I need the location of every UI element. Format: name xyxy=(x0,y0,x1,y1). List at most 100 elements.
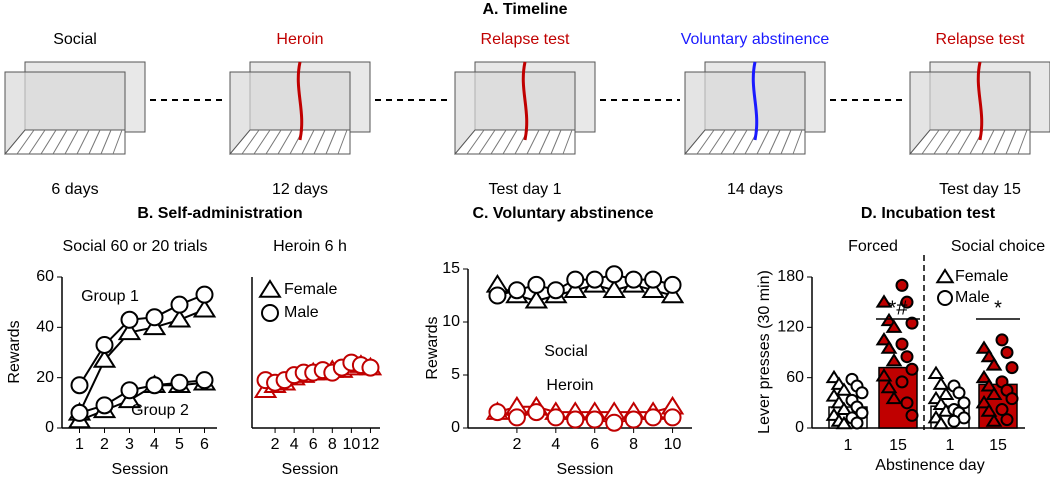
marker-circle xyxy=(605,413,624,432)
floor-bar xyxy=(768,129,781,155)
marker-circle xyxy=(527,275,546,294)
floor-bar xyxy=(325,129,337,155)
marker-triangle xyxy=(880,379,898,394)
tube xyxy=(751,61,759,141)
y-tick-label: 0 xyxy=(45,419,54,436)
stage-label: Social xyxy=(53,31,97,48)
floor-bar xyxy=(993,129,1006,155)
marker-circle xyxy=(170,373,189,392)
marker-circle xyxy=(566,270,585,289)
marker-circle xyxy=(70,403,89,422)
x-tick-label: 15 xyxy=(989,437,1007,454)
marker-circle xyxy=(566,410,585,429)
x-tick-label: 10 xyxy=(664,436,682,453)
floor-bar xyxy=(241,129,260,155)
marker-circle xyxy=(488,286,507,305)
y-tick-label: 0 xyxy=(795,419,804,436)
marker-triangle xyxy=(835,401,853,416)
stage-duration: 12 days xyxy=(272,181,328,198)
y-axis-label: Rewards xyxy=(6,320,23,383)
marker-triangle xyxy=(932,376,950,390)
series-label: Social xyxy=(544,343,588,360)
marker-circle xyxy=(663,275,682,294)
x-tick-label: 5 xyxy=(175,436,184,453)
floor-bar xyxy=(466,129,485,155)
series-line xyxy=(497,411,673,424)
x-axis-label: Session xyxy=(112,461,169,478)
group-label: Forced xyxy=(848,238,898,255)
marker-triangle xyxy=(980,378,998,392)
x-tick-label: 2 xyxy=(512,436,521,453)
stage-label: Relapse test xyxy=(936,31,1025,48)
marker-circle xyxy=(937,290,953,306)
marker-triangle xyxy=(602,279,626,298)
marker-circle xyxy=(947,414,961,428)
marker-triangle xyxy=(937,386,955,400)
legend-label: Male xyxy=(284,304,319,321)
y-tick-label: 20 xyxy=(36,369,54,386)
chamber-floor xyxy=(3,129,126,155)
floor-bar xyxy=(313,129,326,155)
marker-circle xyxy=(145,308,164,327)
series-line xyxy=(497,273,673,297)
marker-triangle xyxy=(660,284,685,304)
y-tick-label: 60 xyxy=(36,268,54,285)
marker-circle xyxy=(1005,392,1019,406)
marker-circle xyxy=(644,270,663,289)
stage-label: Voluntary abstinence xyxy=(681,31,830,48)
chamber-floor xyxy=(453,129,576,155)
y-tick-label: 60 xyxy=(786,369,804,386)
floor-bar xyxy=(1005,129,1017,155)
y-tick-label: 5 xyxy=(451,366,460,383)
floor-bar xyxy=(502,129,518,155)
marker-triangle xyxy=(980,348,998,363)
floor-bar xyxy=(253,129,271,155)
marker-circle xyxy=(585,270,604,289)
floor-bar xyxy=(945,129,962,155)
x-tick-label: 4 xyxy=(551,436,560,453)
floor-bar xyxy=(478,129,496,155)
floor-bar xyxy=(708,129,726,155)
y-tick-label: 40 xyxy=(36,319,54,336)
x-tick-label: 1 xyxy=(844,437,853,454)
floor-bar xyxy=(756,129,770,155)
marker-triangle xyxy=(975,394,993,409)
marker-triangle xyxy=(875,368,893,382)
x-tick-label: 1 xyxy=(946,437,955,454)
floor-bar xyxy=(40,129,57,155)
y-tick-label: 10 xyxy=(442,313,460,330)
marker-triangle xyxy=(835,415,853,430)
marker-circle xyxy=(905,362,919,376)
marker-circle xyxy=(507,281,526,300)
marker-circle xyxy=(644,408,663,427)
marker-triangle xyxy=(985,357,1003,371)
marker-triangle xyxy=(875,294,893,308)
group-label: Social choice xyxy=(951,238,1045,255)
marker-circle xyxy=(195,371,214,390)
x-tick-label: 3 xyxy=(125,436,134,453)
marker-triangle xyxy=(641,279,665,298)
x-tick-label: 6 xyxy=(200,436,209,453)
x-tick-label: 8 xyxy=(629,436,638,453)
marker-triangle xyxy=(524,289,549,309)
marker-triangle xyxy=(192,298,217,318)
x-tick-label: 1 xyxy=(75,436,84,453)
x-tick-label: 8 xyxy=(328,436,337,453)
marker-circle xyxy=(195,285,214,304)
marker-circle xyxy=(995,333,1009,347)
floor-bar xyxy=(550,129,562,155)
marker-triangle xyxy=(875,332,893,346)
marker-circle xyxy=(546,408,565,427)
floor-bar xyxy=(562,129,573,155)
y-tick-label: 120 xyxy=(777,319,804,336)
marker-triangle xyxy=(880,340,898,354)
marker-circle xyxy=(361,358,380,377)
marker-circle xyxy=(624,270,643,289)
x-tick-label: 2 xyxy=(271,436,280,453)
marker-triangle xyxy=(885,353,903,367)
marker-circle xyxy=(624,410,643,429)
floor-bar xyxy=(933,129,951,155)
marker-circle xyxy=(850,416,864,430)
marker-circle xyxy=(900,295,914,309)
